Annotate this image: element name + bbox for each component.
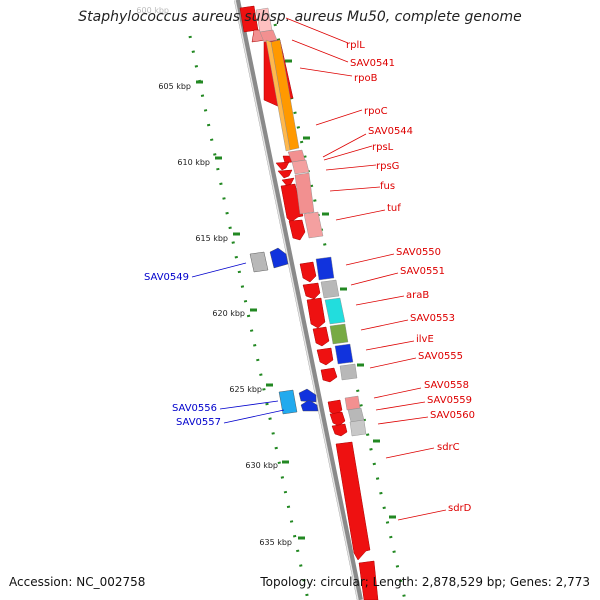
gene-block[interactable] xyxy=(249,251,269,273)
gene-arrow[interactable] xyxy=(316,347,334,366)
gene-label[interactable]: SAV0559 xyxy=(427,395,472,406)
genome-backbone-highlight xyxy=(234,0,359,600)
scale-tick-marks xyxy=(196,59,396,540)
gene-block[interactable] xyxy=(303,211,324,239)
gene-label[interactable]: SAV0553 xyxy=(410,313,455,324)
gene-arrow[interactable] xyxy=(281,177,295,187)
gene-arrow[interactable] xyxy=(312,326,330,347)
gene-label[interactable]: ilvE xyxy=(416,334,434,345)
gene-label[interactable]: rplL xyxy=(346,40,365,51)
reverse-gene-labels: SAV0549 SAV0556 SAV0557 xyxy=(144,272,221,428)
gene-arrow[interactable] xyxy=(275,161,290,171)
gene-arrow[interactable] xyxy=(288,219,306,241)
gene-block[interactable] xyxy=(347,407,365,423)
gene-block[interactable] xyxy=(294,172,315,215)
gene-arrow[interactable] xyxy=(269,247,289,269)
tick-label-600: 600 kbp xyxy=(136,6,169,15)
forward-callout-lines xyxy=(285,17,447,521)
reverse-callout-lines xyxy=(191,262,285,424)
gene-block[interactable] xyxy=(349,419,367,437)
gene-label[interactable]: SAV0550 xyxy=(396,247,441,258)
gene-label[interactable]: SAV0558 xyxy=(424,380,469,391)
gene-label[interactable]: rpoB xyxy=(354,73,378,84)
gene-arrow[interactable] xyxy=(335,441,371,561)
gene-block[interactable] xyxy=(278,389,298,415)
gene-label[interactable]: sdrD xyxy=(448,503,472,514)
tick-label-630: 630 kbp xyxy=(245,461,278,470)
tick-label-615: 615 kbp xyxy=(195,234,228,243)
gene-label[interactable]: SAV0557 xyxy=(176,417,221,428)
forward-strand-categories xyxy=(255,7,367,437)
tick-label-625: 625 kbp xyxy=(229,385,262,394)
gene-arrow[interactable] xyxy=(299,261,317,283)
reverse-strand-genes xyxy=(249,247,319,415)
gene-label[interactable]: araB xyxy=(406,290,429,301)
gene-block[interactable] xyxy=(324,297,346,325)
gene-block[interactable] xyxy=(265,39,291,152)
gene-label[interactable]: SAV0556 xyxy=(172,403,217,414)
gene-arrow[interactable] xyxy=(331,423,348,437)
gene-block[interactable] xyxy=(291,159,310,175)
tick-label-610: 610 kbp xyxy=(177,158,210,167)
gene-label[interactable]: SAV0544 xyxy=(368,126,413,137)
gene-label[interactable]: sdrC xyxy=(437,442,460,453)
gene-arrow[interactable] xyxy=(298,388,317,403)
tick-label-635: 635 kbp xyxy=(259,538,292,547)
gene-label[interactable]: rpsL xyxy=(372,142,394,153)
gene-arrow[interactable] xyxy=(300,399,319,412)
gene-label[interactable]: rpoC xyxy=(364,106,388,117)
gene-arrow[interactable] xyxy=(329,411,346,427)
gene-arrow[interactable] xyxy=(306,297,326,329)
gene-arrow[interactable] xyxy=(302,282,321,300)
gene-label[interactable]: SAV0549 xyxy=(144,272,189,283)
gene-block[interactable] xyxy=(315,256,335,281)
gene-label[interactable]: SAV0541 xyxy=(350,58,395,69)
gene-arrow[interactable] xyxy=(358,560,379,600)
gene-label[interactable]: fus xyxy=(380,181,395,192)
gene-arrow[interactable] xyxy=(280,183,304,223)
genome-title: Staphylococcus aureus subsp. aureus Mu50… xyxy=(78,9,522,25)
forward-strand-genes xyxy=(239,5,379,600)
accession-text: Accession: NC_002758 xyxy=(9,575,146,589)
gene-block[interactable] xyxy=(334,343,354,365)
topology-summary: Topology: circular; Length: 2,878,529 bp… xyxy=(260,575,590,589)
gene-block[interactable] xyxy=(259,29,278,43)
tick-label-605: 605 kbp xyxy=(158,82,191,91)
gene-label[interactable]: tuf xyxy=(387,203,401,214)
scale-labels: 600 kbp 605 kbp 610 kbp 615 kbp 620 kbp … xyxy=(136,6,292,547)
gene-label[interactable]: rpsG xyxy=(376,161,399,172)
gene-block[interactable] xyxy=(339,363,358,381)
gene-block[interactable] xyxy=(320,279,340,299)
forward-gene-labels: rplL SAV0541 rpoB rpoC SAV0544 rpsL rpsG… xyxy=(346,40,475,514)
gene-block[interactable] xyxy=(344,395,361,411)
gene-label[interactable]: SAV0555 xyxy=(418,351,463,362)
gene-label[interactable]: SAV0560 xyxy=(430,410,475,421)
gene-block[interactable] xyxy=(329,323,349,345)
tick-label-620: 620 kbp xyxy=(212,309,245,318)
genome-backbone xyxy=(234,0,363,600)
gene-label[interactable]: SAV0551 xyxy=(400,266,445,277)
scale-track-left xyxy=(188,35,310,600)
gene-arrow[interactable] xyxy=(320,367,338,383)
gene-arrow[interactable] xyxy=(277,169,293,179)
